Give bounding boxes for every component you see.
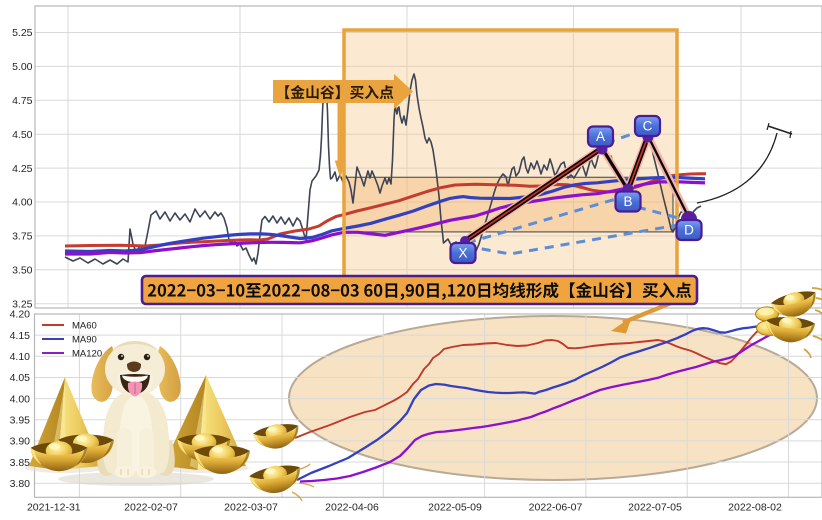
- svg-text:2022-08-02: 2022-08-02: [728, 502, 782, 514]
- svg-text:4.20: 4.20: [10, 309, 31, 321]
- svg-text:MA120: MA120: [72, 348, 102, 359]
- svg-text:MA60: MA60: [72, 320, 97, 331]
- svg-text:2022-02-07: 2022-02-07: [124, 502, 178, 514]
- svg-text:D: D: [684, 223, 694, 238]
- svg-text:C: C: [643, 119, 653, 134]
- svg-text:3.95: 3.95: [10, 414, 31, 426]
- svg-text:3.85: 3.85: [10, 457, 31, 469]
- svg-text:4.75: 4.75: [12, 95, 33, 107]
- svg-text:MA90: MA90: [72, 334, 97, 345]
- svg-text:2022-06-07: 2022-06-07: [529, 502, 583, 514]
- svg-text:4.05: 4.05: [10, 372, 31, 384]
- svg-text:2022-03-07: 2022-03-07: [224, 502, 278, 514]
- svg-text:B: B: [623, 194, 632, 209]
- svg-text:3.90: 3.90: [10, 436, 31, 448]
- svg-text:4.10: 4.10: [10, 351, 31, 363]
- svg-text:2022-04-06: 2022-04-06: [325, 502, 379, 514]
- svg-text:4.00: 4.00: [10, 393, 31, 405]
- svg-text:2021-12-31: 2021-12-31: [27, 502, 81, 514]
- svg-text:A: A: [596, 129, 605, 144]
- svg-text:2022-07-05: 2022-07-05: [628, 502, 682, 514]
- svg-text:3.25: 3.25: [12, 298, 33, 310]
- svg-text:5.00: 5.00: [12, 61, 33, 73]
- svg-text:4.15: 4.15: [10, 330, 31, 342]
- svg-text:5.25: 5.25: [12, 27, 33, 39]
- svg-text:4.50: 4.50: [12, 129, 33, 141]
- svg-text:2022-05-09: 2022-05-09: [428, 502, 482, 514]
- svg-text:3.50: 3.50: [12, 265, 33, 277]
- svg-text:3.75: 3.75: [12, 231, 33, 243]
- svg-text:4.00: 4.00: [12, 197, 33, 209]
- svg-text:3.80: 3.80: [10, 478, 31, 490]
- svg-text:4.25: 4.25: [12, 163, 33, 175]
- svg-text:X: X: [458, 246, 467, 261]
